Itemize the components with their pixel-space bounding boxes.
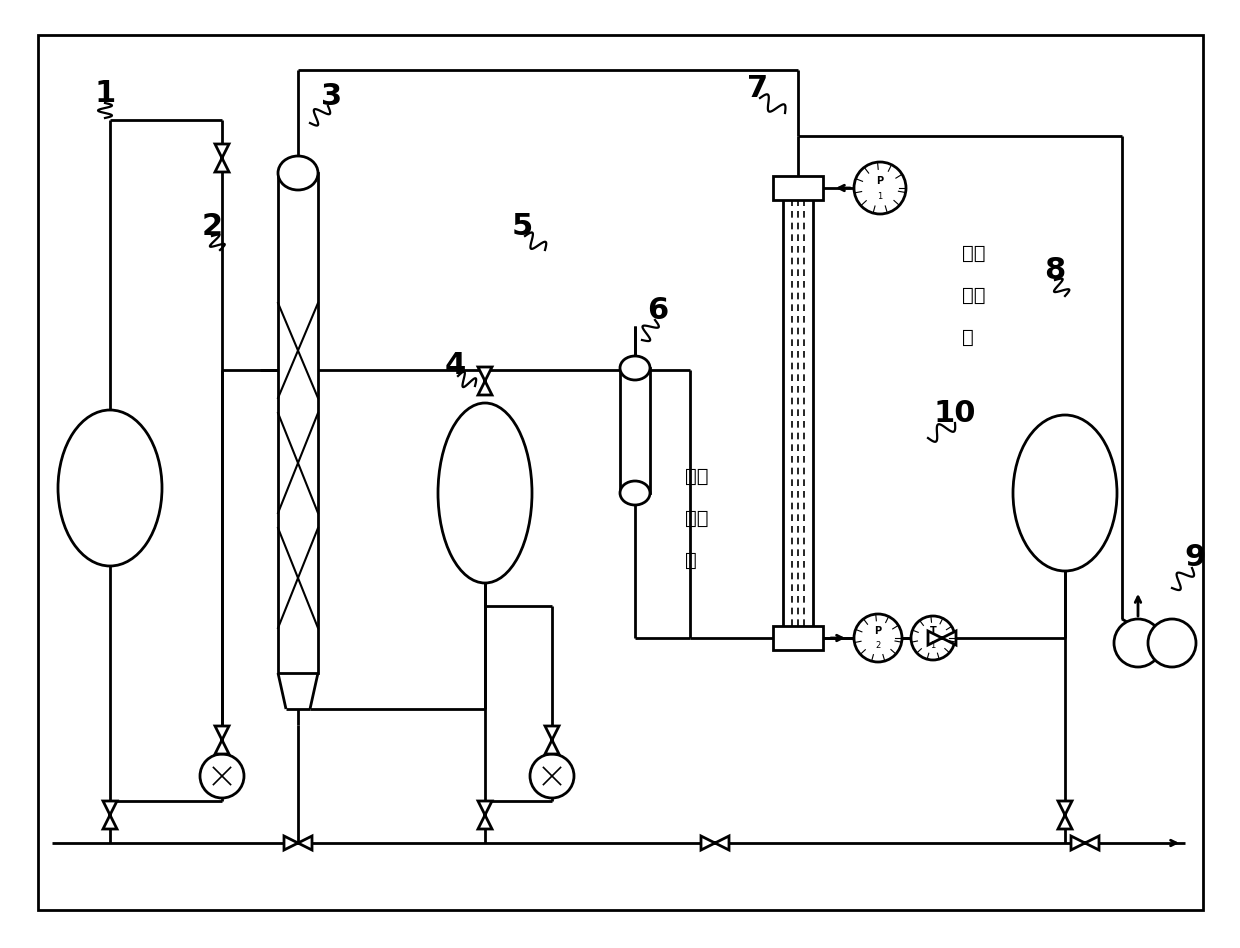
Bar [773,626,823,650]
Polygon shape [701,836,729,850]
Text: 口: 口 [684,551,697,570]
Text: 7: 7 [748,74,769,102]
Text: 8: 8 [1044,256,1065,284]
Polygon shape [215,144,229,172]
Ellipse shape [278,156,317,190]
Text: 1: 1 [94,79,115,107]
Text: 1: 1 [878,191,883,200]
Circle shape [1114,619,1162,667]
Bar [782,188,813,638]
Polygon shape [928,631,956,645]
Polygon shape [477,367,492,395]
Text: T: T [930,626,936,636]
Polygon shape [284,836,312,850]
Text: 3: 3 [321,82,342,111]
Polygon shape [215,726,229,754]
Text: 冷却: 冷却 [684,466,708,485]
Circle shape [854,162,906,214]
Ellipse shape [620,356,650,380]
Circle shape [911,616,955,660]
Circle shape [854,614,901,662]
Ellipse shape [438,403,532,583]
Bar [773,176,823,200]
Text: 9: 9 [1184,543,1205,573]
Bar [278,173,317,673]
Polygon shape [103,801,117,829]
Polygon shape [546,726,559,754]
Circle shape [529,754,574,798]
Text: P: P [874,626,882,636]
Ellipse shape [58,410,162,566]
Text: 2: 2 [875,642,880,650]
Circle shape [200,754,244,798]
Text: 6: 6 [647,296,668,324]
Polygon shape [1071,836,1099,850]
Ellipse shape [1013,415,1117,571]
Bar [620,368,650,493]
Text: 剂出: 剂出 [962,285,986,304]
Circle shape [1148,619,1197,667]
Text: P: P [877,176,884,186]
Text: 10: 10 [934,398,976,428]
Text: 2: 2 [201,211,222,241]
Text: 口: 口 [962,327,973,347]
Text: 5: 5 [511,211,533,241]
Ellipse shape [620,481,650,505]
Text: 冷却: 冷却 [962,244,986,263]
Polygon shape [477,801,492,829]
Text: 1: 1 [930,642,936,650]
Polygon shape [1058,801,1073,829]
Text: 4: 4 [444,352,466,380]
Text: 剂进: 剂进 [684,508,708,527]
